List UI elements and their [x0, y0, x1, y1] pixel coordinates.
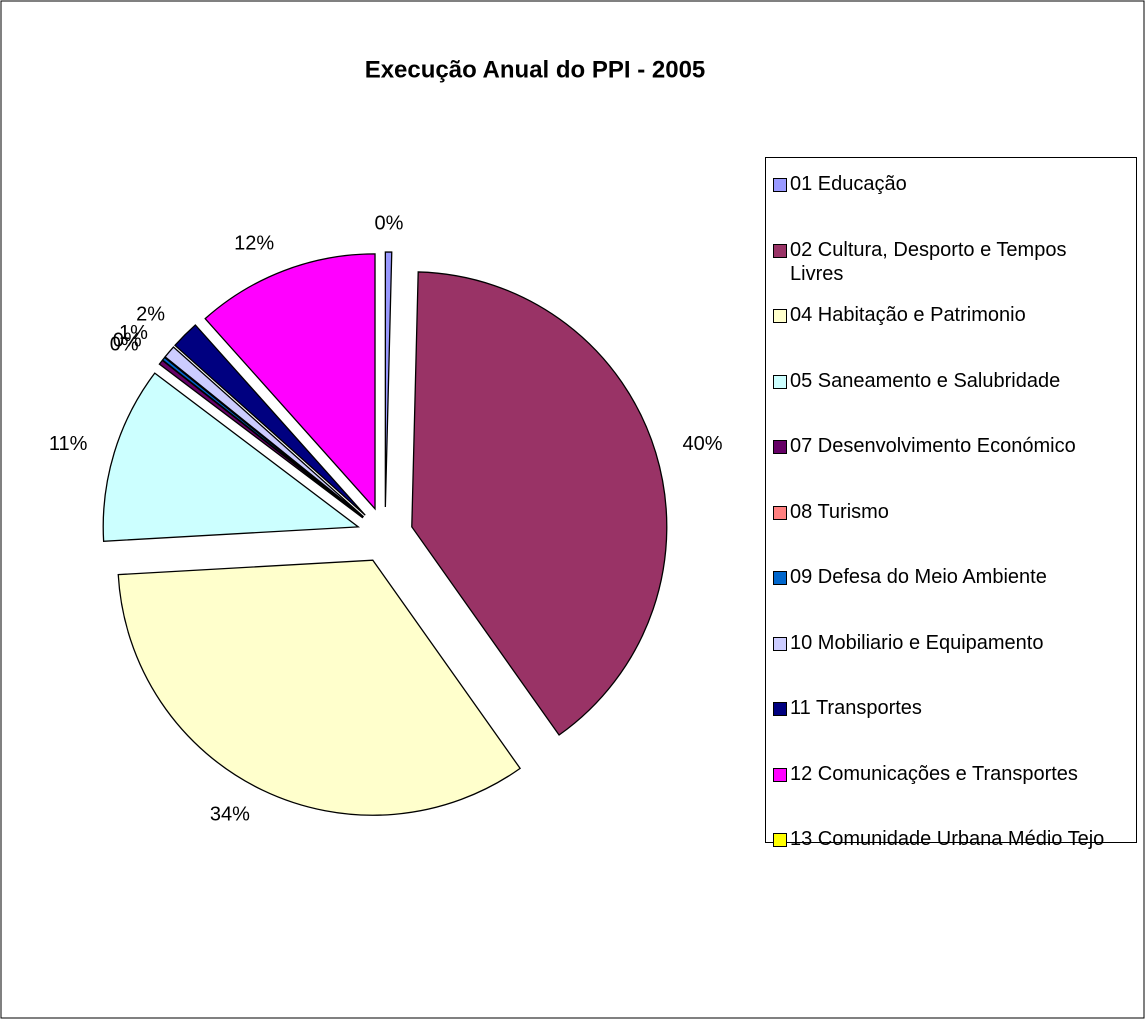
legend-swatch: [773, 243, 787, 258]
legend-label: 05 Saneamento e Salubridade: [790, 369, 1061, 392]
legend-swatch: [773, 702, 787, 716]
legend-swatch: [773, 767, 787, 782]
legend-label: 11 Transportes: [790, 697, 922, 719]
legend-label: 13 Comunidade Urbana Médio Tejo: [790, 828, 1105, 850]
pie-slice: [174, 324, 366, 516]
legend-swatch: [773, 571, 787, 585]
legend-swatch: [773, 636, 787, 651]
legend-entry: 01 Educação: [773, 172, 1123, 196]
data-label: 2%: [136, 303, 165, 325]
legend-entry: 13 Comunidade Urbana Médio Tejo: [773, 827, 1123, 851]
legend-swatch: [773, 309, 787, 323]
data-label: 0%: [110, 333, 139, 355]
legend-label: 04 Habitação e Patrimonio: [790, 304, 1026, 326]
pie-slice: [411, 271, 668, 736]
data-label: 0%: [113, 330, 142, 352]
legend-entry: 12 Comunicações e Transportes: [773, 762, 1123, 786]
legend: 01 Educação 02 Cultura, Desporto e Tempos…: [765, 157, 1137, 850]
legend-label: 01 Educação: [790, 173, 907, 195]
legend-entry: 07 Desenvolvimento Económico: [773, 434, 1123, 458]
legend-swatch: [773, 178, 787, 192]
data-label: 11%: [49, 433, 88, 455]
legend-label: 09 Defesa do Meio Ambiente: [790, 566, 1047, 588]
pie-slice: [384, 251, 393, 508]
legend-swatch: [773, 833, 787, 847]
data-label: 40%: [683, 433, 723, 455]
legend-entry: 11 Transportes: [773, 696, 1123, 720]
data-label: 34%: [210, 803, 250, 825]
legend-label: 08 Turismo: [790, 500, 889, 523]
legend-label: 02 Cultura, Desporto e Tempos Livres: [790, 238, 1067, 285]
chart-title: Execução Anual do PPI - 2005: [365, 56, 706, 83]
legend-swatch: [773, 440, 787, 454]
data-label: 12%: [234, 233, 274, 255]
pie-slice: [204, 253, 376, 511]
legend-entry: 08 Turismo: [773, 500, 1123, 524]
legend-entry: 10 Mobiliario e Equipamento: [773, 631, 1123, 655]
legend-entry: 05 Saneamento e Salubridade: [773, 369, 1123, 393]
legend-entry: 02 Cultura, Desporto e Tempos Livres: [773, 238, 1123, 286]
legend-swatch: [773, 505, 787, 520]
pie-slice: [161, 356, 364, 519]
legend-label: 12 Comunicações e Transportes: [790, 762, 1078, 785]
data-label: 1%: [119, 322, 148, 344]
legend-entry: 09 Defesa do Meio Ambiente: [773, 565, 1123, 589]
data-label: 0%: [374, 212, 403, 234]
pie-slice: [117, 559, 522, 816]
legend-label: 07 Desenvolvimento Económico: [790, 435, 1076, 457]
legend-swatch: [773, 374, 787, 389]
legend-label: 10 Mobiliario e Equipamento: [790, 631, 1044, 654]
pie-slice: [102, 372, 361, 542]
pie-slice: [164, 346, 365, 518]
legend-entry: 04 Habitação e Patrimonio: [773, 303, 1123, 327]
